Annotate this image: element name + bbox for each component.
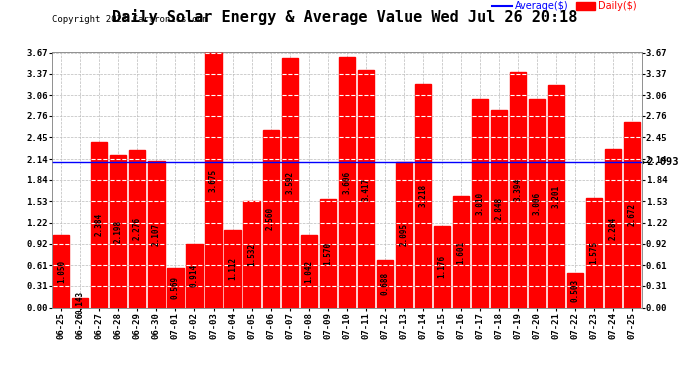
Text: 2.284: 2.284 xyxy=(609,217,618,240)
Bar xyxy=(510,72,526,308)
Text: Daily Solar Energy & Average Value Wed Jul 26 20:18: Daily Solar Energy & Average Value Wed J… xyxy=(112,9,578,26)
Text: 1.050: 1.050 xyxy=(57,260,66,283)
Text: 0.688: 0.688 xyxy=(380,272,389,295)
Bar xyxy=(567,273,583,308)
Text: 3.417: 3.417 xyxy=(362,177,371,201)
Bar xyxy=(129,150,146,308)
Text: 1.532: 1.532 xyxy=(247,243,256,266)
Bar xyxy=(605,149,621,308)
Bar xyxy=(282,58,297,308)
Text: 2.276: 2.276 xyxy=(133,217,142,240)
Bar xyxy=(224,230,241,308)
Bar xyxy=(377,260,393,308)
Bar xyxy=(624,122,640,308)
Bar xyxy=(91,142,108,308)
Text: 1.176: 1.176 xyxy=(437,255,446,278)
Bar xyxy=(415,84,431,308)
Text: 2.107: 2.107 xyxy=(152,223,161,246)
Text: 2.095: 2.095 xyxy=(400,223,408,246)
Legend: Average($), Daily($): Average($), Daily($) xyxy=(492,1,637,11)
Text: 2.848: 2.848 xyxy=(495,197,504,220)
Text: 1.570: 1.570 xyxy=(323,242,332,265)
Bar xyxy=(262,130,279,308)
Text: 0.569: 0.569 xyxy=(171,276,180,299)
Text: 1.601: 1.601 xyxy=(456,240,466,264)
Bar xyxy=(548,86,564,308)
Bar xyxy=(396,162,412,308)
Bar xyxy=(301,235,317,308)
Text: 1.042: 1.042 xyxy=(304,260,313,283)
Bar xyxy=(206,53,221,308)
Bar xyxy=(586,198,602,308)
Bar xyxy=(453,196,469,308)
Bar xyxy=(148,161,164,308)
Text: 3.201: 3.201 xyxy=(551,185,560,208)
Bar xyxy=(186,244,203,308)
Bar xyxy=(529,99,545,308)
Bar xyxy=(319,198,336,308)
Text: 2.384: 2.384 xyxy=(95,213,103,236)
Bar xyxy=(110,155,126,308)
Text: 3.394: 3.394 xyxy=(513,178,522,201)
Text: 3.218: 3.218 xyxy=(418,184,427,207)
Text: 0.503: 0.503 xyxy=(571,279,580,302)
Bar xyxy=(53,235,70,308)
Text: ←2.093: ←2.093 xyxy=(642,157,679,167)
Text: Copyright 2023 Cartronics.com: Copyright 2023 Cartronics.com xyxy=(52,15,208,24)
Text: 1.112: 1.112 xyxy=(228,257,237,280)
Bar xyxy=(357,70,374,308)
Bar xyxy=(339,57,355,308)
Text: 3.006: 3.006 xyxy=(533,192,542,215)
Text: 3.010: 3.010 xyxy=(475,192,484,214)
Bar xyxy=(472,99,488,308)
Bar xyxy=(72,298,88,307)
Bar xyxy=(491,110,507,308)
Text: 1.575: 1.575 xyxy=(590,241,599,264)
Text: 0.914: 0.914 xyxy=(190,264,199,287)
Bar xyxy=(434,226,450,308)
Text: 3.592: 3.592 xyxy=(285,171,294,195)
Text: 2.560: 2.560 xyxy=(266,207,275,230)
Text: 3.606: 3.606 xyxy=(342,171,351,194)
Text: 2.672: 2.672 xyxy=(628,203,637,226)
Text: 3.675: 3.675 xyxy=(209,168,218,192)
Text: 2.198: 2.198 xyxy=(114,220,123,243)
Bar xyxy=(168,268,184,308)
Text: 0.143: 0.143 xyxy=(76,291,85,314)
Bar xyxy=(244,201,259,308)
